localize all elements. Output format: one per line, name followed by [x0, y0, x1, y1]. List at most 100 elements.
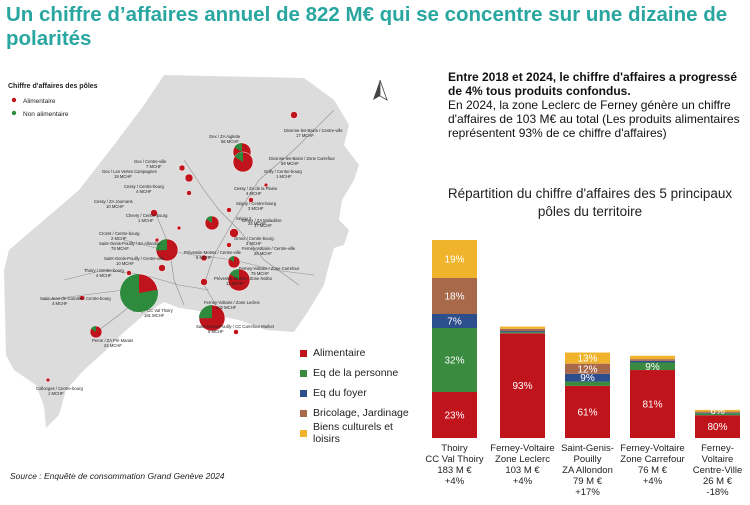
map-legend-food: Alimentaire [23, 98, 56, 105]
pole-value: 17 MCHF [296, 133, 314, 138]
pole-value: 24 MCHF [104, 343, 122, 348]
pole-value: 78 MCHF [111, 246, 129, 251]
pole-nonfood-slice [234, 152, 243, 162]
pole-circle [154, 237, 160, 243]
pole-value: 2 MCHF [111, 236, 127, 241]
category-label: Ferney-Voltaire [490, 443, 554, 454]
bar-value-label: 12% [577, 364, 597, 375]
bar-value-label: 61% [577, 407, 597, 418]
pole-nonfood-slice [228, 256, 234, 262]
category-label: CC Val Thoiry [425, 454, 483, 465]
legend-item: Bricolage, Jardinage [300, 403, 420, 423]
pole-value: 10 MCHF [106, 204, 124, 209]
intro-body: En 2024, la zone Leclerc de Ferney génèr… [448, 98, 740, 140]
legend-label: Eq de la personne [313, 367, 399, 379]
bar-segment [500, 332, 545, 334]
category-label: 183 M € [437, 465, 472, 476]
pole-label: Prévessin-Moëns / Zone Norbo [214, 276, 273, 281]
pole-circle [226, 207, 232, 213]
pole-label: Gex / Centre-ville [134, 159, 167, 164]
pole-label: Saint-Genis-Pouilly / Centre-ville [104, 256, 165, 261]
bar-segment [565, 363, 610, 374]
pole-value: 26 MCHF [254, 251, 272, 256]
pole-nonfood-slice [234, 143, 242, 152]
category-label: 103 M € [505, 465, 540, 476]
category-label: +4% [445, 476, 465, 487]
bar-value-label: 9% [580, 373, 595, 384]
pole-label: Cessy / ZA de la Plaine [234, 186, 278, 191]
bar-segment [500, 328, 545, 332]
pole-value: 4 MCHF [96, 273, 112, 278]
pole-value: 5 MCHF [208, 329, 224, 334]
page-title: Un chiffre d’affaires annuel de 822 M€ q… [6, 3, 728, 50]
pole-value: 75 MCHF [251, 271, 269, 276]
bar-segment [500, 326, 545, 329]
pole-label: Prévessin-Moëns / Centre-ville [184, 250, 242, 255]
category-label: Pouilly [574, 454, 602, 465]
category-label: Voltaire [702, 454, 734, 465]
category-label: Zone Carrefour [620, 454, 684, 465]
legend-label: Alimentaire [313, 347, 366, 359]
bar-segment [695, 411, 740, 413]
category-label: 76 M € [638, 465, 668, 476]
bar-segment [630, 370, 675, 438]
road-4 [153, 209, 185, 306]
pole-circle [79, 295, 85, 301]
pole-circle [45, 377, 51, 383]
bar-segment [565, 373, 610, 382]
pole-value: 4 MCHF [246, 191, 262, 196]
north-arrow-icon [373, 79, 388, 101]
pole-label: Saint-Jean-de-Gonville / Centre-bourg [40, 296, 111, 301]
legend-label: Bricolage, Jardinage [313, 407, 409, 419]
legend-item: Eq de la personne [300, 363, 420, 383]
bar-segment [695, 412, 740, 414]
bar-value-label: 18% [444, 292, 464, 303]
pole-circle [226, 242, 232, 248]
pole-circle [158, 264, 166, 272]
bar-segment [432, 314, 477, 328]
category-label: ZA Allondon [562, 465, 613, 476]
pole-label: Ornex / Centre-bourg [234, 236, 274, 241]
bar-value-label: 32% [444, 356, 464, 367]
pole-circle [176, 225, 182, 231]
category-label: Thoiry [441, 443, 468, 454]
category-label: Zone Leclerc [495, 454, 550, 465]
pole-circle [248, 197, 254, 203]
pole-nonfood-slice [229, 269, 239, 280]
category-label: Centre-Ville [693, 465, 742, 476]
pole-circle [229, 228, 239, 238]
pole-value: 6 MCHF [196, 255, 212, 260]
territory-map: Chiffre d'affaires des pôles Alimentaire… [4, 75, 408, 428]
pole-value: 102 MCHF [216, 305, 237, 310]
category-label: Ferney-Voltaire [620, 443, 684, 454]
pole-nonfood-slice [90, 326, 96, 332]
pole-label: Saint-Genis-Pouilly / ZA Allondon [99, 241, 161, 246]
territory-shape [4, 75, 359, 428]
pole-label: Cessy / ZA Journans [94, 199, 133, 204]
pole-label: Cessy / Centre-bourg [124, 184, 164, 189]
category-label: 79 M € [573, 476, 603, 487]
pole-label: Saint-Genis-Pouilly / CC Carrefour Marke… [196, 324, 275, 329]
pole-circle [126, 270, 132, 276]
bar-value-label: 23% [444, 411, 464, 422]
legend-label: Biens culturels et loisirs [313, 421, 393, 445]
bar-value-label: 93% [512, 381, 532, 392]
pole-label: Thoiry / CC Val Thoiry [132, 308, 174, 313]
lake-shape [334, 190, 408, 300]
legend-swatch [300, 429, 307, 437]
bar-segment [695, 413, 740, 416]
pole-nonfood-slice [198, 305, 212, 319]
